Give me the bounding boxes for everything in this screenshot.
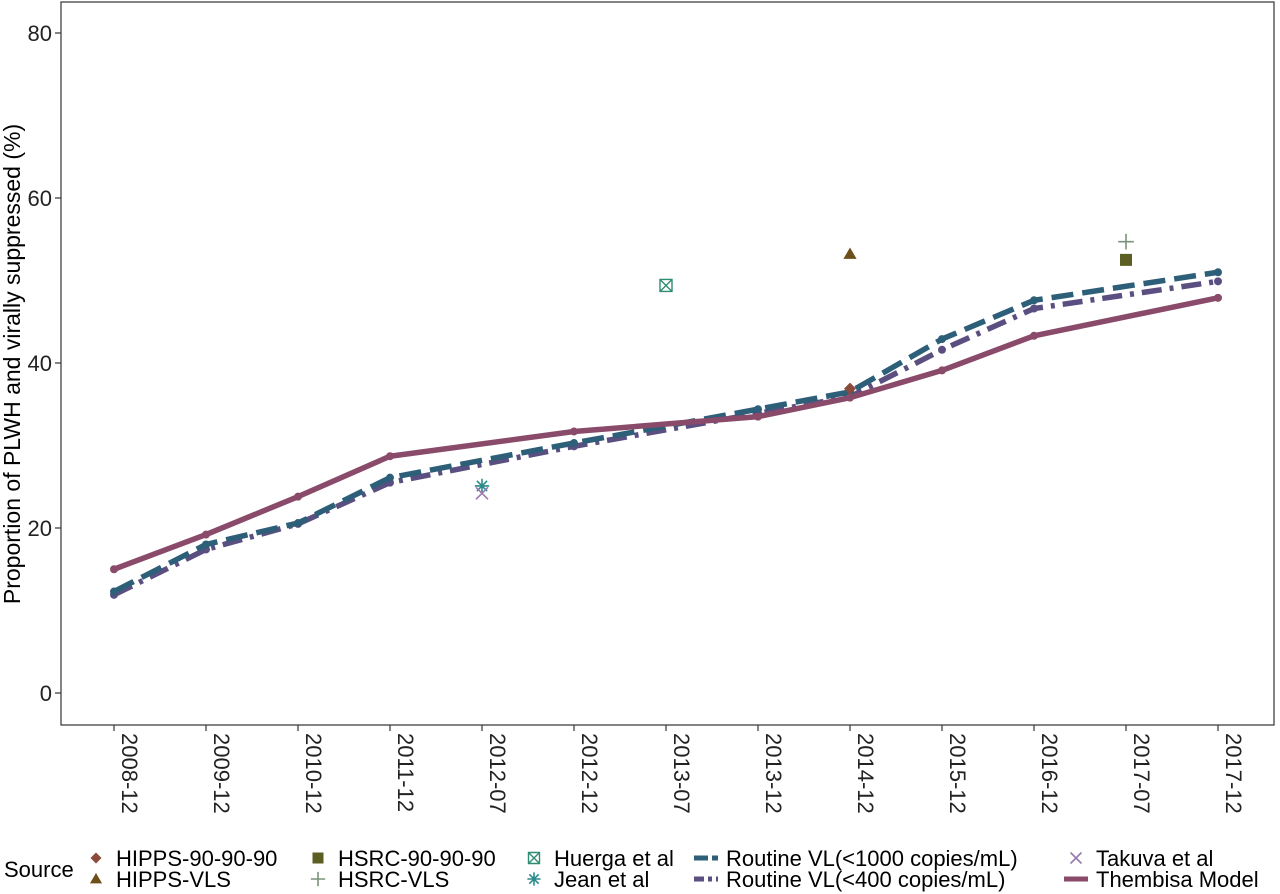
data-point — [938, 335, 946, 344]
y-tick-label: 60 — [28, 186, 52, 211]
y-tick-label: 0 — [40, 681, 52, 706]
legend-swatch — [527, 872, 541, 886]
data-point — [570, 427, 578, 436]
x-tick-label: 2009-12 — [209, 733, 234, 814]
legend-item: Jean et al — [527, 867, 649, 892]
x-tick-label: 2014-12 — [853, 733, 878, 814]
data-point — [110, 587, 118, 596]
data-point — [754, 405, 762, 414]
legend-swatch — [89, 872, 103, 884]
series-hsrc-vls — [1118, 233, 1134, 250]
x-axis: 2008-12 2009-12 2010-12 2011-12 2012-07 2012-… — [113, 725, 1246, 814]
x-tick-label: 2008-12 — [117, 733, 142, 814]
data-point — [938, 345, 946, 354]
legend-label: Huerga et al — [554, 846, 674, 871]
data-point — [843, 247, 857, 259]
y-tick-label: 40 — [28, 351, 52, 376]
x-tick-label: 2013-12 — [761, 733, 786, 814]
x-tick-label: 2012-07 — [485, 733, 510, 814]
data-point — [1118, 233, 1134, 250]
series-line — [113, 295, 1219, 572]
x-tick-label: 2017-12 — [1221, 733, 1246, 814]
legend-item: Routine VL(<1000 copies/mL) — [694, 846, 1018, 871]
legend-title: Source — [4, 857, 74, 882]
y-axis: 0 20 40 60 80 — [28, 21, 61, 706]
x-tick-label: 2010-12 — [301, 733, 326, 814]
data-point — [1030, 331, 1038, 340]
x-tick-label: 2013-07 — [669, 733, 694, 814]
x-tick-label: 2017-07 — [1129, 733, 1154, 814]
series-line — [112, 278, 1219, 598]
legend-item: Takuva et al — [1069, 846, 1213, 871]
legend: Source HIPPS-90-90-90 HSRC-90-90-90 Huerga… — [4, 846, 1259, 892]
series-takuva-et-al — [475, 486, 489, 500]
legend-item: HIPPS-90-90-90 — [90, 846, 277, 871]
legend-label: HSRC-VLS — [338, 867, 449, 892]
data-point — [1120, 253, 1132, 266]
series-layer — [110, 233, 1222, 599]
data-point — [754, 412, 762, 421]
data-point — [846, 393, 854, 402]
data-point — [386, 473, 394, 482]
data-point — [1214, 293, 1222, 302]
series-thembisa-model — [110, 293, 1222, 574]
data-point — [1214, 277, 1222, 286]
y-axis-title: Proportion of PLWH and virally suppresse… — [0, 124, 25, 604]
data-point — [294, 492, 302, 501]
data-point — [110, 565, 118, 574]
legend-label: HSRC-90-90-90 — [338, 846, 496, 871]
plot-panel — [60, 1, 1275, 726]
legend-item: HSRC-90-90-90 — [312, 846, 496, 871]
data-point — [938, 366, 946, 375]
legend-item: Thembisa Model — [1064, 867, 1259, 892]
legend-swatch — [312, 852, 324, 864]
x-tick-label: 2016-12 — [1037, 733, 1062, 814]
legend-item: HIPPS-VLS — [89, 867, 231, 892]
data-point — [202, 540, 210, 549]
legend-label: Routine VL(<400 copies/mL) — [726, 867, 1005, 892]
data-point — [1030, 296, 1038, 305]
data-point — [1214, 268, 1222, 277]
data-point — [386, 452, 394, 461]
series-hipps-vls — [843, 247, 857, 259]
legend-label: Takuva et al — [1096, 846, 1213, 871]
y-tick-label: 20 — [28, 516, 52, 541]
series-hsrc-90-90-90 — [1120, 253, 1132, 266]
data-point — [659, 278, 673, 293]
data-point — [294, 519, 302, 528]
data-point — [1030, 304, 1038, 313]
data-point — [474, 478, 490, 494]
legend-label: Routine VL(<1000 copies/mL) — [726, 846, 1018, 871]
x-tick-label: 2011-12 — [393, 733, 418, 812]
data-point — [844, 382, 856, 395]
legend-item: Huerga et al — [527, 846, 674, 871]
legend-label: HIPPS-VLS — [116, 867, 231, 892]
legend-label: Jean et al — [554, 867, 649, 892]
legend-label: Thembisa Model — [1096, 867, 1259, 892]
data-point — [570, 439, 578, 448]
legend-item: HSRC-VLS — [310, 867, 449, 892]
series-hipps-90-90-90 — [844, 382, 856, 395]
x-tick-label: 2015-12 — [945, 733, 970, 814]
x-tick-label: 2012-12 — [577, 733, 602, 814]
data-point — [475, 486, 489, 500]
legend-swatch — [1069, 851, 1083, 865]
legend-item: Routine VL(<400 copies/mL) — [694, 867, 1005, 892]
data-point — [202, 530, 210, 539]
legend-swatch — [310, 871, 326, 887]
series-huerga-et-al — [659, 278, 673, 293]
legend-swatch — [527, 851, 541, 865]
series-jean-et-al — [474, 478, 490, 494]
legend-label: HIPPS-90-90-90 — [116, 846, 277, 871]
y-tick-label: 80 — [28, 21, 52, 46]
legend-swatch — [90, 852, 102, 864]
